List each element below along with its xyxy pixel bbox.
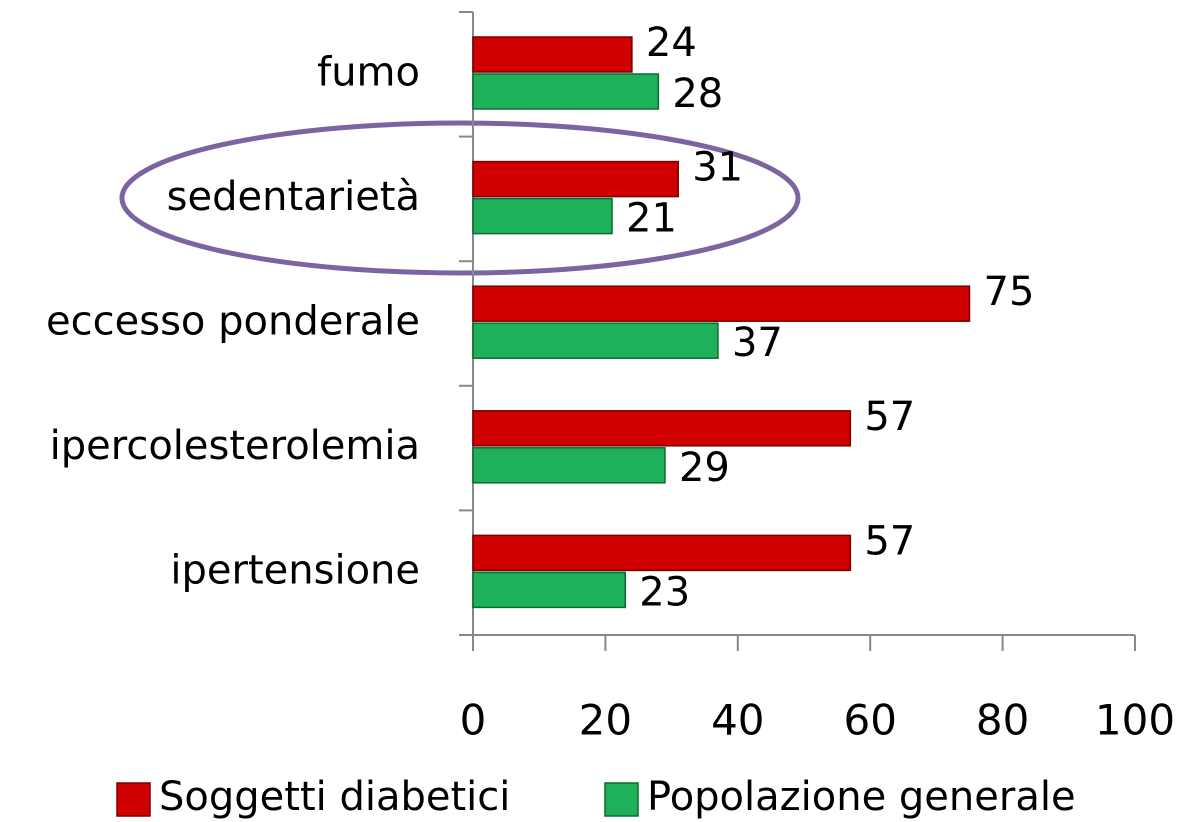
category-label: eccesso ponderale <box>46 299 420 345</box>
data-label: 23 <box>639 569 690 615</box>
bar <box>472 571 627 609</box>
x-tick-label: 80 <box>976 696 1029 745</box>
x-tick-label: 60 <box>843 696 896 745</box>
x-tick-label: 100 <box>1095 696 1175 745</box>
data-label: 57 <box>864 518 915 564</box>
bar <box>472 447 666 484</box>
x-tick-label: 0 <box>460 696 487 745</box>
bar <box>472 534 852 572</box>
legend-label: Popolazione generale <box>647 774 1076 820</box>
bar <box>472 285 971 322</box>
bar <box>472 160 679 198</box>
bar <box>472 36 633 73</box>
highlight-ellipse <box>119 120 801 276</box>
bar <box>472 322 719 359</box>
x-tick-label: 40 <box>711 696 764 745</box>
data-label: 29 <box>679 445 730 491</box>
data-label: 31 <box>692 145 743 191</box>
bar <box>472 73 660 110</box>
data-label: 24 <box>646 20 697 66</box>
bar <box>472 197 613 235</box>
legend-swatch <box>604 782 639 817</box>
legend-swatch <box>116 782 151 817</box>
legend-label: Soggetti diabetici <box>159 774 510 820</box>
data-label: 21 <box>626 196 677 242</box>
data-label: 28 <box>672 71 723 117</box>
category-label: sedentarietà <box>167 174 420 220</box>
category-label: ipertensione <box>170 548 420 594</box>
data-label: 57 <box>864 394 915 440</box>
category-label: fumo <box>317 49 420 95</box>
x-tick-label: 20 <box>579 696 632 745</box>
data-label: 37 <box>732 320 783 366</box>
category-label: ipercolesterolemia <box>50 423 420 469</box>
bar <box>472 410 852 447</box>
data-label: 75 <box>984 269 1035 315</box>
